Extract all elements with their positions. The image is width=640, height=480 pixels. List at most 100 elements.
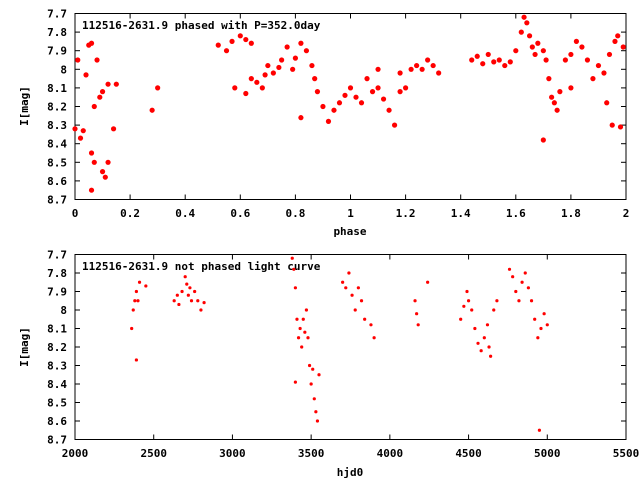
data-point: [359, 299, 364, 303]
data-point: [507, 267, 512, 271]
y-tick-label: 8: [60, 63, 67, 76]
data-point: [358, 100, 365, 106]
data-point: [403, 85, 409, 91]
data-point: [304, 308, 309, 312]
data-point: [529, 44, 535, 50]
data-point: [189, 299, 194, 303]
data-point: [309, 62, 315, 69]
data-point: [259, 85, 265, 91]
data-point: [336, 100, 343, 106]
data-point: [83, 72, 89, 78]
data-point: [549, 94, 555, 100]
data-point: [307, 363, 312, 368]
data-point: [91, 159, 97, 165]
y-tick-label: 7.9: [47, 286, 67, 299]
data-point: [298, 115, 304, 121]
data-point: [513, 48, 519, 54]
data-point: [311, 367, 315, 371]
x-tick-label: 0.4: [175, 207, 195, 220]
data-point: [473, 326, 477, 331]
data-point: [110, 126, 117, 132]
y-tick-label: 8.6: [47, 175, 67, 188]
data-point: [425, 57, 431, 63]
data-point: [595, 62, 602, 69]
x-tick-label: 5000: [534, 447, 561, 460]
data-point: [248, 40, 254, 46]
data-point: [617, 124, 624, 130]
y-tick-label: 8.4: [47, 138, 67, 151]
x-tick-label: 0: [72, 207, 79, 220]
x-tick-label: 0.2: [120, 207, 140, 220]
data-point: [262, 72, 268, 78]
data-point: [466, 299, 471, 303]
data-point: [229, 38, 235, 45]
data-point: [568, 51, 574, 58]
data-point: [372, 336, 376, 340]
data-point: [524, 20, 530, 26]
x-tick-label: 1.2: [396, 207, 416, 220]
data-point: [75, 57, 81, 63]
data-point: [479, 349, 483, 353]
data-point: [426, 280, 430, 284]
data-point: [175, 293, 179, 297]
data-point: [487, 345, 491, 349]
data-point: [470, 308, 474, 312]
data-point: [462, 304, 466, 308]
data-point: [303, 48, 310, 54]
data-point: [130, 326, 134, 331]
x-tick-label: 4500: [455, 447, 482, 460]
data-point: [306, 336, 310, 340]
data-point: [573, 38, 580, 45]
data-point: [353, 94, 359, 100]
data-point: [604, 100, 610, 106]
data-point: [344, 286, 348, 290]
data-point: [369, 323, 373, 327]
data-point: [485, 51, 491, 58]
data-point: [529, 299, 534, 303]
x-tick-label: 3000: [219, 447, 246, 460]
data-point: [375, 85, 381, 91]
data-point: [380, 96, 387, 102]
y-tick-label: 7.7: [47, 249, 67, 262]
data-point: [177, 302, 181, 307]
data-point: [612, 38, 618, 45]
plot-frame-phased: [74, 13, 627, 200]
data-point: [347, 271, 351, 275]
data-point: [397, 89, 403, 95]
data-point: [459, 317, 463, 321]
data-point: [546, 76, 552, 82]
x-tick-label: 3500: [298, 447, 325, 460]
x-tick-label: 2000: [62, 447, 89, 460]
x-tick-label: 1: [347, 207, 354, 220]
data-point: [314, 410, 318, 414]
data-point: [517, 299, 521, 303]
data-point: [232, 85, 238, 91]
data-point: [325, 118, 332, 124]
data-point: [532, 51, 538, 58]
y-tick-label: 8.2: [47, 341, 67, 354]
data-point: [562, 57, 568, 63]
y-tick-label: 8.7: [47, 434, 67, 447]
data-point: [188, 286, 192, 290]
y-tick-label: 8.7: [47, 194, 67, 207]
data-point: [80, 128, 86, 134]
data-point: [149, 107, 155, 113]
data-point: [134, 358, 138, 362]
y-tick-label: 7.8: [47, 26, 67, 39]
data-point: [315, 419, 320, 423]
data-point: [502, 62, 508, 69]
data-point: [284, 44, 290, 50]
data-point: [215, 42, 221, 48]
data-point: [301, 317, 305, 321]
data-point: [290, 66, 296, 72]
data-point: [430, 62, 436, 69]
data-point: [482, 336, 486, 340]
data-point: [300, 345, 304, 349]
data-point: [94, 57, 100, 63]
data-point: [419, 66, 425, 72]
x-tick-label: 1.6: [506, 207, 526, 220]
x-axis-label-phased: phase: [333, 225, 366, 238]
data-point: [279, 57, 285, 63]
data-point: [276, 64, 282, 71]
data-point: [185, 282, 189, 286]
